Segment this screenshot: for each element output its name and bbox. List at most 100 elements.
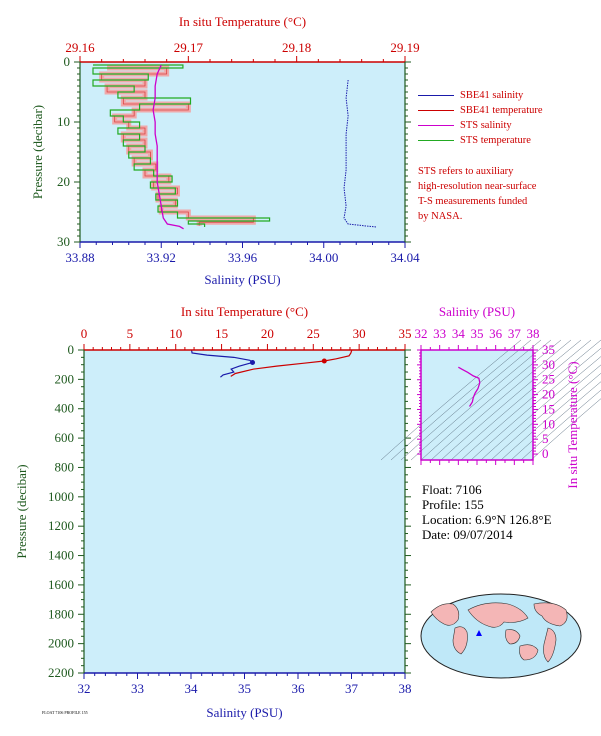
marker-temperature <box>321 358 327 364</box>
bottom-tick-label: 34.00 <box>309 250 338 265</box>
map-land <box>452 626 468 655</box>
series-salinity <box>190 349 254 378</box>
left-tick-label: 0 <box>64 54 71 69</box>
bottom-tick-label: 34 <box>185 681 199 696</box>
bottom-tick-label: 33.96 <box>228 250 258 265</box>
map-land <box>543 627 557 663</box>
legend-entry: STS temperature <box>418 133 543 148</box>
bottom-tick-label: 34.04 <box>390 250 420 265</box>
series-temperature <box>230 349 353 377</box>
sts-note-line: T-S measurements funded <box>418 196 528 207</box>
top-tick-label: 32 <box>415 326 428 341</box>
sts-note-line: high-resolution near-surface <box>418 181 537 192</box>
density-contour <box>440 339 582 461</box>
legend: SBE41 salinity SBE41 temperature STS sal… <box>418 88 543 148</box>
left-tick-label: 0 <box>68 342 75 357</box>
left-axis-title: Pressure (decibar) <box>30 105 45 199</box>
map-land <box>505 629 521 645</box>
float-location-marker <box>476 630 482 636</box>
top-tick-label: 29.18 <box>282 40 311 55</box>
bottom-tick-label: 38 <box>399 681 412 696</box>
map-land <box>519 644 539 661</box>
left-tick-label: 20 <box>57 174 70 189</box>
legend-label: SBE41 temperature <box>460 105 543 116</box>
sts-note-line: STS refers to auxiliary <box>418 166 514 177</box>
right-axis-title: In situ Temperature (°C) <box>565 361 580 488</box>
left-tick-label: 400 <box>55 401 75 416</box>
right-tick-label: 0 <box>542 446 549 461</box>
plot-area <box>421 350 533 460</box>
left-tick-label: 2200 <box>48 665 74 680</box>
map-land <box>430 603 460 626</box>
right-tick-label: 25 <box>542 372 555 387</box>
top-tick-label: 10 <box>169 326 182 341</box>
legend-swatch <box>418 125 454 126</box>
left-axis-title: Pressure (decibar) <box>14 464 29 558</box>
right-tick-label: 20 <box>542 387 555 402</box>
series-sts-temperature <box>92 64 271 227</box>
density-contour <box>510 381 601 461</box>
left-tick-label: 200 <box>55 371 75 386</box>
legend-label: SBE41 salinity <box>460 90 524 101</box>
legend-entry: SBE41 temperature <box>418 103 543 118</box>
top-tick-label: 15 <box>215 326 228 341</box>
left-tick-label: 600 <box>55 430 75 445</box>
bottom-tick-label: 33 <box>131 681 144 696</box>
top-tick-label: 30 <box>353 326 366 341</box>
top-tick-label: 37 <box>508 326 522 341</box>
location: Location: 6.9°N 126.8°E <box>422 512 552 527</box>
plot-area <box>84 350 405 673</box>
bottom-tick-label: 36 <box>292 681 306 696</box>
density-contour <box>380 339 522 461</box>
top-tick-label: 25 <box>307 326 320 341</box>
top-tick-label: 34 <box>452 326 466 341</box>
legend-entry: SBE41 salinity <box>418 88 543 103</box>
footnote: FLOAT 7106 PROFILE 155 <box>42 710 88 715</box>
density-contour <box>500 372 601 461</box>
density-contour <box>420 339 562 461</box>
bottom-tick-label: 35 <box>238 681 251 696</box>
bottom-tick-label: 33.92 <box>147 250 176 265</box>
legend-label: STS salinity <box>460 120 512 131</box>
left-tick-label: 10 <box>57 114 70 129</box>
top-tick-label: 38 <box>527 326 540 341</box>
float-info: Float: 7106 Profile: 155 Location: 6.9°N… <box>422 482 552 542</box>
top-axis-title: In situ Temperature (°C) <box>181 304 308 319</box>
right-tick-label: 10 <box>542 416 555 431</box>
series-sbe41-salinity <box>343 79 377 228</box>
density-contour <box>480 356 601 461</box>
top-tick-label: 0 <box>81 326 88 341</box>
left-tick-label: 30 <box>57 234 70 249</box>
top-tick-label: 20 <box>261 326 274 341</box>
right-tick-label: 35 <box>542 342 555 357</box>
density-contour <box>460 339 601 461</box>
right-tick-label: 30 <box>542 357 555 372</box>
top-axis-title: Salinity (PSU) <box>439 304 515 319</box>
legend-label: STS temperature <box>460 135 531 146</box>
sts-note: STS refers to auxiliary high-resolution … <box>418 164 536 224</box>
bottom-tick-label: 32 <box>78 681 91 696</box>
left-tick-label: 1400 <box>48 548 74 563</box>
top-tick-label: 29.16 <box>65 40 95 55</box>
world-map <box>420 593 582 679</box>
top-tick-label: 35 <box>471 326 484 341</box>
top-tick-label: 33 <box>433 326 446 341</box>
bottom-axis-title: Salinity (PSU) <box>204 272 280 287</box>
top-tick-label: 5 <box>127 326 134 341</box>
top-tick-label: 29.19 <box>390 40 419 55</box>
density-contour <box>490 364 601 461</box>
right-tick-label: 5 <box>542 431 549 446</box>
top-tick-label: 36 <box>489 326 503 341</box>
marker-salinity <box>250 359 256 365</box>
density-contour <box>410 339 552 461</box>
left-tick-label: 1200 <box>48 518 74 533</box>
right-tick-label: 15 <box>542 401 555 416</box>
top-tick-label: 29.17 <box>174 40 204 55</box>
legend-entry: STS salinity <box>418 118 543 133</box>
bottom-axis-title: Salinity (PSU) <box>206 705 282 720</box>
map-land <box>533 602 568 627</box>
left-tick-label: 1000 <box>48 489 74 504</box>
left-tick-label: 1800 <box>48 606 74 621</box>
legend-swatch <box>418 140 454 141</box>
